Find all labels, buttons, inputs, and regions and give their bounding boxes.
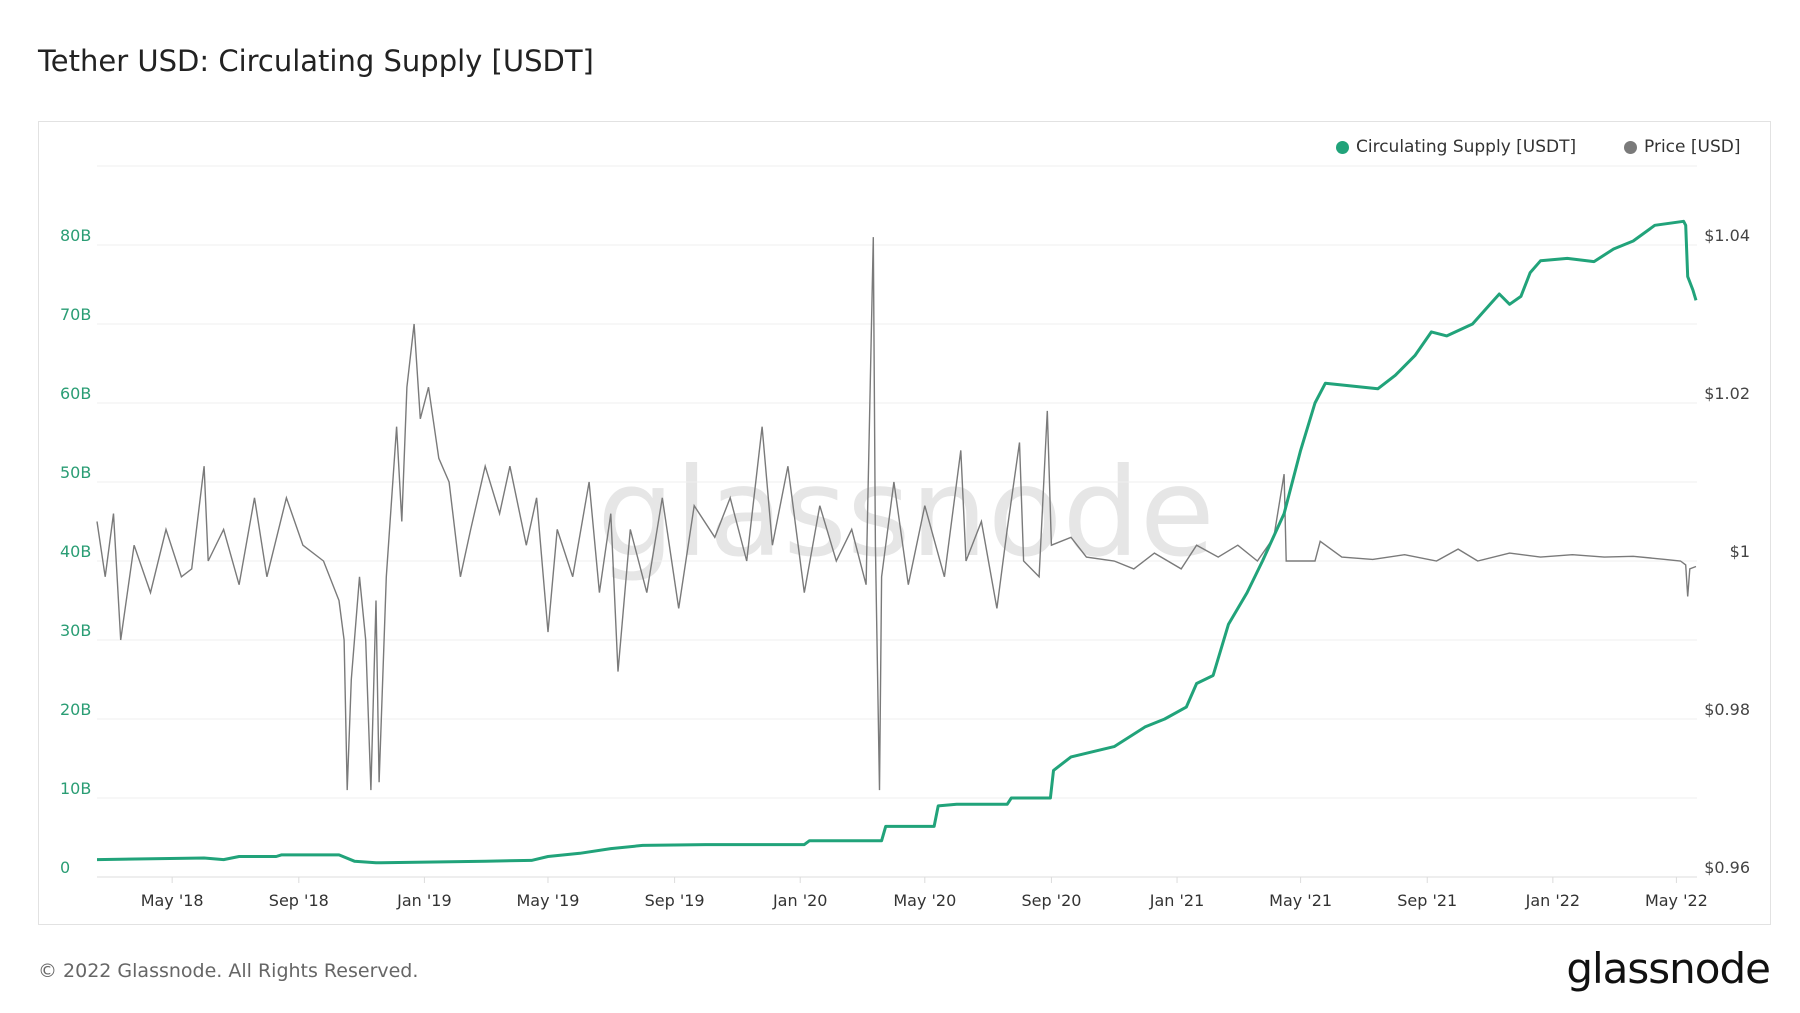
x-tick-label: May '22: [1645, 891, 1708, 910]
y-right-tick-label: $1: [1730, 542, 1750, 561]
glassnode-logo[interactable]: glassnode: [1566, 944, 1771, 993]
x-tick-label: May '20: [893, 891, 956, 910]
x-tick-label: Jan '19: [396, 891, 452, 910]
y-right-tick-label: $0.96: [1704, 858, 1750, 877]
legend-label: Price [USD]: [1644, 137, 1741, 157]
y-left-tick-label: 50B: [60, 463, 91, 482]
y-right-tick-label: $1.02: [1704, 384, 1750, 403]
y-left-tick-label: 10B: [60, 779, 91, 798]
y-right-tick-label: $0.98: [1704, 700, 1750, 719]
chart-frame: [38, 121, 1771, 925]
x-tick-label: Sep '21: [1397, 891, 1457, 910]
legend-item-price[interactable]: Price [USD]: [1624, 137, 1740, 157]
y-left-tick-label: 80B: [60, 226, 91, 245]
legend-dot-icon: [1624, 140, 1637, 154]
y-left-tick-label: 30B: [60, 621, 91, 640]
x-tick-label: May '21: [1269, 891, 1332, 910]
x-tick-label: Jan '22: [1525, 891, 1581, 910]
y-left-tick-label: 20B: [60, 700, 91, 719]
y-left-tick-label: 70B: [60, 305, 91, 324]
y-left-tick-label: 60B: [60, 384, 91, 403]
legend-dot-icon: [1336, 140, 1349, 154]
x-tick-label: May '19: [517, 891, 580, 910]
y-left-tick-label: 40B: [60, 542, 91, 561]
x-tick-label: Jan '20: [772, 891, 828, 910]
copyright: © 2022 Glassnode. All Rights Reserved.: [38, 960, 419, 982]
x-tick-label: Sep '18: [269, 891, 329, 910]
x-tick-label: Sep '20: [1021, 891, 1081, 910]
supply-line: [96, 219, 1698, 865]
y-right-tick-label: $1.04: [1704, 226, 1750, 245]
chart-title: Tether USD: Circulating Supply [USDT]: [38, 44, 594, 78]
x-tick-label: Jan '21: [1149, 891, 1205, 910]
watermark: glassnode: [597, 442, 1215, 584]
x-tick-label: May '18: [141, 891, 204, 910]
price-line: [96, 237, 1697, 791]
legend-item-supply[interactable]: Circulating Supply [USDT]: [1336, 137, 1576, 157]
y-left-tick-label: 0: [60, 858, 70, 877]
x-tick-label: Sep '19: [645, 891, 705, 910]
legend-label: Circulating Supply [USDT]: [1356, 137, 1577, 157]
